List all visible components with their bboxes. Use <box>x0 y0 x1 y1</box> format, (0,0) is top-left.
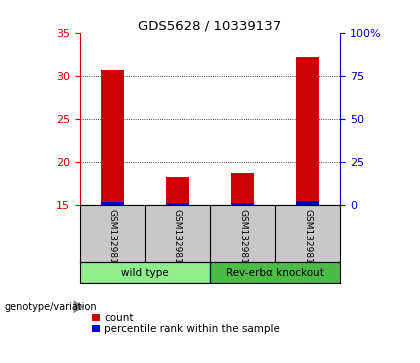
Bar <box>210 262 340 283</box>
Text: GSM1329811: GSM1329811 <box>108 209 117 270</box>
Bar <box>166 203 189 205</box>
Text: Rev-erbα knockout: Rev-erbα knockout <box>226 268 324 278</box>
Text: GSM1329812: GSM1329812 <box>173 209 182 270</box>
Bar <box>80 262 210 283</box>
Bar <box>166 177 189 205</box>
Text: percentile rank within the sample: percentile rank within the sample <box>104 323 280 334</box>
Bar <box>231 173 254 205</box>
Text: count: count <box>104 313 134 323</box>
Text: GDS5628 / 10339137: GDS5628 / 10339137 <box>138 20 282 33</box>
Bar <box>231 203 254 205</box>
Polygon shape <box>74 300 84 313</box>
Text: genotype/variation: genotype/variation <box>4 302 97 312</box>
Text: GSM1329813: GSM1329813 <box>238 209 247 270</box>
Text: GSM1329814: GSM1329814 <box>303 209 312 270</box>
Text: wild type: wild type <box>121 268 169 278</box>
Bar <box>101 202 124 205</box>
Bar <box>101 70 124 205</box>
Bar <box>296 201 319 205</box>
Bar <box>296 57 319 205</box>
